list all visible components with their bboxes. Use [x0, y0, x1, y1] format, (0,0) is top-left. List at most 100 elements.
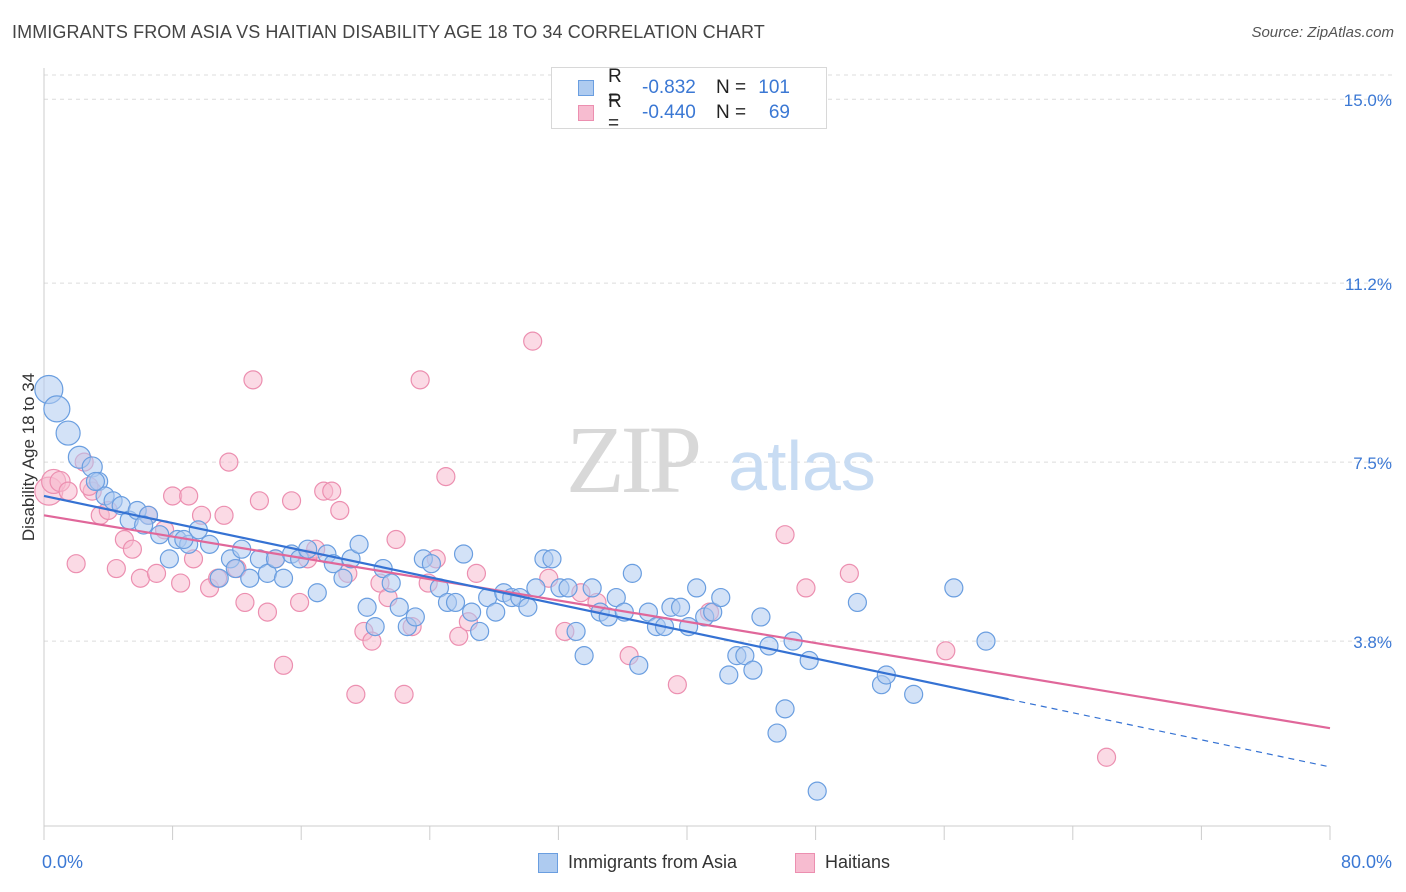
haitians-point: [410, 370, 430, 390]
asia-point: [703, 602, 723, 622]
asia-point: [333, 568, 353, 588]
asia-point: [307, 583, 327, 603]
n-label: N =: [716, 102, 747, 123]
y-tick-label: 11.2%: [1345, 275, 1392, 294]
asia-point: [421, 554, 442, 574]
haitians-point: [130, 568, 151, 588]
haitians-point: [171, 573, 191, 593]
asia-point: [55, 420, 81, 446]
asia-point: [85, 471, 106, 492]
haitians-point: [346, 684, 366, 704]
asia-point: [389, 597, 409, 617]
asia-point: [558, 578, 578, 598]
n-value: 101: [758, 77, 790, 98]
legend-row-haitians: R = -0.440 N = 69: [578, 91, 790, 134]
x-axis-min-label: 0.0%: [42, 852, 84, 872]
asia-point: [719, 665, 739, 685]
haitians-point: [289, 592, 310, 613]
haitians-point: [1096, 747, 1117, 767]
y-tick-label: 7.5%: [1353, 454, 1392, 473]
legend-item-haitians[interactable]: Haitians: [795, 852, 890, 873]
haitians-point: [235, 592, 255, 613]
asia-point: [711, 587, 731, 608]
asia-point: [582, 578, 602, 598]
haitians-point: [449, 626, 469, 646]
haitians-point: [163, 486, 183, 506]
correlation-legend: R = -0.832 N = 101 R = -0.440 N = 69: [551, 66, 827, 134]
asia-point: [767, 723, 787, 743]
haitians-point: [249, 491, 270, 511]
asia-point: [381, 573, 401, 593]
asia-point: [944, 578, 964, 598]
asia-point: [357, 597, 377, 617]
asia-point: [629, 655, 649, 675]
haitians-swatch: [578, 105, 594, 121]
haitians-point: [796, 578, 816, 598]
trend-lines: [43, 494, 1331, 768]
asia-point: [526, 578, 546, 598]
haitians-point: [106, 558, 126, 579]
watermark-zip: ZIP: [566, 406, 699, 513]
n-value: 69: [768, 102, 790, 123]
y-tick-label: 15.0%: [1344, 91, 1392, 110]
haitians-point: [667, 675, 687, 695]
asia-points: [34, 374, 996, 801]
haitians-point: [146, 563, 167, 583]
asia-point: [566, 621, 586, 642]
r-label: R =: [608, 91, 622, 134]
haitians-point: [66, 554, 86, 574]
haitians-point: [257, 602, 278, 622]
haitians-point: [322, 481, 342, 501]
r-label: R =: [608, 66, 622, 109]
asia-trend-extension: [1008, 698, 1331, 768]
haitians-point: [122, 539, 143, 559]
watermark: ZIP atlas: [566, 406, 876, 513]
asia-legend-swatch: [538, 852, 558, 873]
haitians-point: [243, 370, 263, 390]
asia-point: [751, 607, 771, 627]
asia-point: [159, 549, 179, 569]
asia-trend-line: [43, 494, 1009, 701]
haitians-point: [775, 525, 795, 545]
haitians-point: [281, 491, 302, 511]
asia-point: [349, 534, 369, 554]
asia-point: [847, 592, 867, 613]
haitians-point: [273, 655, 294, 675]
y-tick-labels: 3.8% 7.5% 11.2% 15.0%: [1344, 91, 1392, 652]
asia-point: [904, 684, 924, 704]
asia-point: [405, 607, 425, 627]
asia-legend-label: Immigrants from Asia: [568, 852, 738, 872]
haitians-point: [219, 452, 239, 472]
x-axis-max-label: 80.0%: [1340, 852, 1392, 872]
haitians-point: [179, 486, 199, 506]
asia-point: [775, 699, 795, 719]
haitians-point: [394, 684, 414, 704]
asia-point: [461, 602, 482, 622]
r-value: -0.832: [642, 77, 696, 98]
asia-point: [542, 549, 562, 569]
y-axis-label: Disability Age 18 to 34: [19, 373, 38, 541]
asia-point: [622, 563, 642, 583]
watermark-atlas: atlas: [728, 427, 876, 505]
asia-point: [486, 602, 506, 622]
haitians-point: [386, 529, 406, 550]
asia-point: [365, 617, 385, 637]
haitians-legend-swatch: [795, 852, 815, 873]
asia-point: [273, 568, 294, 588]
haitians-point: [523, 331, 543, 351]
y-tick-label: 3.8%: [1353, 633, 1392, 652]
haitians-point: [839, 563, 859, 583]
haitians-point: [330, 500, 350, 521]
asia-point: [225, 558, 245, 579]
n-label: N =: [716, 77, 747, 98]
asia-point: [209, 568, 229, 588]
asia-point: [687, 578, 707, 598]
legend-item-asia[interactable]: Immigrants from Asia: [538, 852, 737, 873]
haitians-point: [466, 563, 487, 583]
haitians-legend-label: Haitians: [825, 852, 891, 872]
asia-point: [453, 544, 474, 564]
asia-point: [670, 597, 691, 617]
asia-point: [240, 568, 260, 588]
asia-point: [43, 395, 71, 423]
asia-point: [799, 650, 819, 671]
